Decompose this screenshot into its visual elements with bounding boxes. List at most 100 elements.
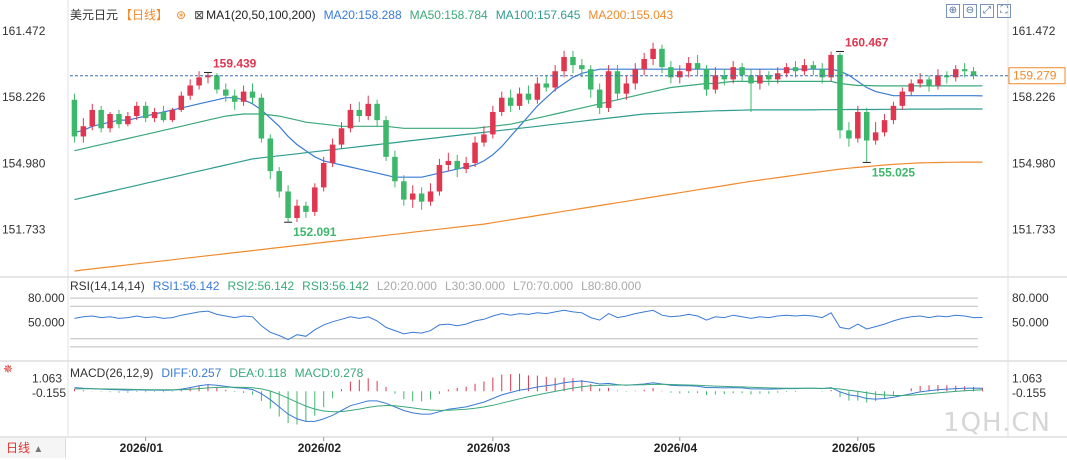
- candle-body: [961, 69, 968, 72]
- macd-dea-line: [74, 383, 983, 413]
- candle: [98, 105, 104, 133]
- zoom-in-icon[interactable]: ⊕: [946, 4, 960, 18]
- dea-value: DEA:0.118: [229, 366, 287, 380]
- candle-body: [427, 191, 434, 202]
- candle-body: [276, 171, 282, 192]
- candle: [187, 79, 193, 100]
- candle-body: [846, 130, 852, 139]
- candle-body: [436, 164, 443, 192]
- rsi-y-tick-right: 50.000: [1012, 316, 1049, 330]
- candle: [712, 67, 719, 94]
- candle-body: [516, 93, 523, 106]
- candle: [596, 83, 603, 115]
- indicator-settings-icon[interactable]: ✵: [3, 362, 14, 376]
- candle: [970, 67, 977, 80]
- candle-body: [605, 71, 612, 108]
- candle-body: [169, 109, 176, 121]
- candle: [472, 136, 478, 168]
- candle: [258, 93, 265, 143]
- y-tick-label-right: 154.980: [1012, 156, 1056, 170]
- candle-body: [570, 56, 576, 66]
- period-tab[interactable]: 日线 ▲: [0, 438, 66, 458]
- candle: [347, 103, 354, 133]
- candle-body: [632, 69, 639, 84]
- candle: [828, 51, 834, 82]
- candle: [151, 107, 158, 123]
- candle-body: [418, 193, 425, 202]
- candle: [205, 72, 211, 84]
- candle-body: [766, 75, 772, 80]
- y-tick-label-right: 161.472: [1012, 24, 1056, 38]
- rsi-label: RSI(14,14,14): [70, 279, 145, 293]
- candle-body: [685, 63, 692, 72]
- candle: [641, 52, 647, 76]
- y-tick-label-left: 151.733: [2, 223, 46, 237]
- rsi-y-tick-right: 80.000: [1012, 291, 1049, 305]
- ma20-value: MA20:158.288: [323, 8, 402, 22]
- candle-body: [534, 83, 541, 100]
- y-tick-label-right: 151.733: [1012, 223, 1056, 237]
- candle: [490, 105, 496, 139]
- candle: [71, 93, 78, 143]
- x-tick-label: 2026/01: [120, 441, 164, 455]
- macd-y-tick-right: 1.063: [1012, 371, 1042, 385]
- candle-body: [721, 75, 728, 80]
- caret-up-icon: ▲: [33, 444, 44, 455]
- candle-body: [392, 156, 398, 182]
- candle: [525, 85, 532, 104]
- watermark: 1QH.CN: [943, 408, 1051, 438]
- candle: [142, 101, 149, 123]
- candle: [757, 69, 763, 90]
- candle-body: [623, 83, 630, 94]
- rsi1-value: RSI1:56.142: [152, 279, 220, 293]
- candle: [570, 50, 576, 74]
- candle-body: [71, 99, 78, 137]
- settings-gear-icon[interactable]: ⊛: [176, 8, 187, 22]
- candle-body: [125, 116, 131, 125]
- candle-body: [160, 111, 167, 121]
- ma-toggle-icon[interactable]: ⊠: [194, 8, 205, 22]
- candle-body: [837, 54, 843, 131]
- candle-body: [294, 205, 300, 218]
- candle: [481, 126, 487, 147]
- candle-body: [970, 71, 977, 76]
- candle-body: [365, 103, 371, 117]
- candle-body: [134, 105, 140, 117]
- candle: [285, 185, 291, 223]
- candle-body: [748, 75, 754, 84]
- candle: [436, 158, 443, 196]
- candle-body: [267, 138, 274, 172]
- candle: [908, 79, 914, 96]
- candle-body: [445, 160, 452, 165]
- candle: [134, 101, 140, 121]
- candle-body: [338, 128, 345, 145]
- reset-view-icon[interactable]: ⤢: [980, 4, 994, 18]
- candle-body: [890, 105, 897, 121]
- candle: [952, 65, 959, 82]
- zoom-out-icon[interactable]: ⊖: [963, 4, 977, 18]
- rsi-l30: L30:30.000: [444, 279, 505, 293]
- candle-body: [98, 109, 104, 129]
- candle-body: [80, 126, 87, 137]
- candle-body: [401, 181, 407, 200]
- candle-body: [677, 71, 683, 78]
- candle-body: [810, 65, 817, 70]
- candle: [303, 201, 309, 218]
- candle: [872, 122, 879, 145]
- y-tick-label-left: 154.980: [2, 156, 46, 170]
- candle-body: [579, 65, 585, 70]
- candle: [855, 105, 861, 143]
- candle-body: [89, 109, 96, 127]
- candle: [276, 167, 282, 198]
- rsi-l70: L70:70.000: [513, 279, 574, 293]
- candle: [783, 63, 790, 78]
- ma-line-ma100: [74, 108, 983, 201]
- candle: [623, 75, 630, 100]
- extreme-label-high: 160.467: [845, 36, 889, 50]
- candle: [418, 187, 425, 210]
- candle: [881, 114, 888, 137]
- candle: [534, 77, 541, 104]
- fullscreen-icon[interactable]: ⛶: [997, 4, 1011, 18]
- y-tick-label-left: 161.472: [2, 24, 46, 38]
